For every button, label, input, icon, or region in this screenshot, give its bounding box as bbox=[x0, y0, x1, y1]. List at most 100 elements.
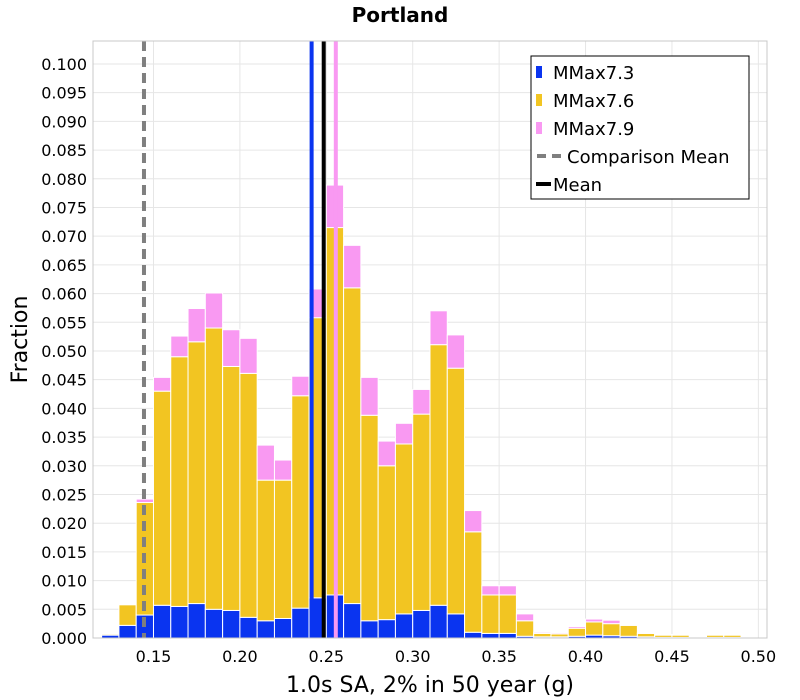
y-tick-label: 0.090 bbox=[41, 112, 87, 131]
chart-title: Portland bbox=[352, 3, 449, 27]
x-tick-label: 0.30 bbox=[395, 647, 431, 666]
x-tick-label: 0.50 bbox=[741, 647, 777, 666]
bar-mmax7-3 bbox=[256, 620, 275, 639]
bar-mmax7-9 bbox=[204, 292, 224, 329]
bar-mmax7-9 bbox=[481, 585, 500, 596]
bar-mmax7-6 bbox=[619, 624, 638, 637]
bar-mmax7-9 bbox=[636, 632, 656, 634]
bar-mmax7-9 bbox=[585, 618, 604, 623]
bar-mmax7-9 bbox=[533, 631, 552, 634]
legend: MMax7.3 MMax7.6 MMax7.9 Comparison Mean Mean bbox=[530, 55, 750, 200]
bar-mmax7-3 bbox=[170, 605, 189, 639]
bar-mmax7-6 bbox=[360, 414, 379, 622]
legend-label-mmax7-3: MMax7.3 bbox=[553, 63, 634, 84]
bar-mmax7-9 bbox=[135, 498, 154, 504]
bar-mmax7-9 bbox=[118, 603, 137, 606]
bar-mmax7-9 bbox=[602, 619, 621, 625]
bar-mmax7-9 bbox=[723, 634, 742, 636]
bar-mmax7-3 bbox=[273, 617, 293, 639]
bar-mmax7-9 bbox=[187, 308, 206, 343]
bar-mmax7-6 bbox=[446, 367, 466, 615]
bar-mmax7-3 bbox=[152, 604, 172, 639]
bar-mmax7-9 bbox=[412, 388, 431, 415]
bar-mmax7-6 bbox=[567, 627, 587, 637]
bar-mmax7-9 bbox=[464, 510, 483, 533]
bar-mmax7-9 bbox=[377, 440, 396, 467]
bar-mmax7-6 bbox=[533, 632, 552, 638]
bar-mmax7-9 bbox=[101, 632, 120, 635]
y-tick-label: 0.095 bbox=[41, 84, 87, 103]
y-tick-label: 0.045 bbox=[41, 371, 87, 390]
bar-mmax7-3 bbox=[498, 632, 517, 639]
y-tick-label: 0.040 bbox=[41, 399, 87, 418]
legend-label-mmax7-6: MMax7.6 bbox=[553, 91, 634, 112]
y-tick-label: 0.085 bbox=[41, 141, 87, 160]
y-tick-label: 0.050 bbox=[41, 342, 87, 361]
plot-border bbox=[92, 40, 768, 639]
bar-mmax7-9 bbox=[706, 634, 725, 636]
bar-mmax7-9 bbox=[170, 335, 189, 358]
bar-mmax7-9 bbox=[515, 613, 535, 622]
bar-mmax7-3 bbox=[481, 632, 500, 639]
x-tick-label: 0.15 bbox=[136, 647, 172, 666]
bar-mmax7-9 bbox=[222, 329, 241, 367]
bar-mmax7-9 bbox=[567, 626, 587, 629]
bar-mmax7-3 bbox=[222, 609, 241, 639]
bar-mmax7-6 bbox=[377, 465, 396, 621]
bar-mmax7-3 bbox=[239, 616, 258, 639]
bar-mmax7-3 bbox=[446, 613, 466, 639]
y-tick-label: 0.060 bbox=[41, 285, 87, 304]
bar-mmax7-6 bbox=[343, 287, 362, 605]
bar-mmax7-3 bbox=[429, 604, 448, 639]
legend-swatch-mmax7-3 bbox=[536, 66, 542, 78]
legend-box bbox=[530, 55, 750, 200]
bar-mmax7-3 bbox=[360, 620, 379, 639]
bar-mmax7-9 bbox=[550, 632, 569, 635]
bar-mmax7-9 bbox=[671, 634, 690, 636]
bar-mmax7-6 bbox=[585, 621, 604, 636]
bar-mmax7-6 bbox=[481, 594, 500, 634]
bar-mmax7-6 bbox=[498, 594, 517, 634]
bar-mmax7-6 bbox=[256, 479, 275, 622]
y-tick-label: 0.075 bbox=[41, 198, 87, 217]
legend-label-mmax7-9: MMax7.9 bbox=[553, 119, 634, 140]
bar-mmax7-6 bbox=[273, 479, 293, 619]
y-tick-labels: 0.000 0.005 0.010 0.015 0.020 0.025 0.030 0.035… bbox=[41, 55, 87, 648]
y-tick-label: 0.080 bbox=[41, 170, 87, 189]
bar-mmax7-9 bbox=[273, 459, 293, 481]
bar-mmax7-6 bbox=[152, 390, 172, 606]
bar-mmax7-3 bbox=[394, 613, 414, 639]
x-tick-label: 0.40 bbox=[568, 647, 604, 666]
bar-mmax7-6 bbox=[118, 604, 137, 626]
bar-mmax7-9 bbox=[429, 310, 448, 346]
bar-mmax7-9 bbox=[239, 337, 258, 374]
bar-mmax7-9 bbox=[394, 422, 414, 445]
bar-mmax7-9 bbox=[291, 375, 310, 397]
bar-mmax7-9 bbox=[654, 634, 673, 636]
bar-mmax7-6 bbox=[636, 632, 656, 638]
x-tick-label: 0.25 bbox=[308, 647, 344, 666]
bar-mmax7-6 bbox=[394, 443, 414, 615]
bar-mmax7-9 bbox=[619, 624, 638, 626]
bar-mmax7-6 bbox=[291, 395, 310, 609]
bar-mmax7-9 bbox=[152, 376, 172, 392]
y-tick-label: 0.000 bbox=[41, 629, 87, 648]
y-tick-label: 0.030 bbox=[41, 457, 87, 476]
bar-mmax7-3 bbox=[377, 619, 396, 639]
x-tick-labels: 0.15 0.20 0.25 0.30 0.35 0.40 0.45 0.50 bbox=[136, 647, 776, 666]
y-tick-label: 0.055 bbox=[41, 313, 87, 332]
y-tick-label: 0.005 bbox=[41, 600, 87, 619]
y-tick-label: 0.065 bbox=[41, 256, 87, 275]
bar-mmax7-3 bbox=[187, 603, 206, 639]
bar-mmax7-6 bbox=[515, 620, 535, 637]
y-tick-label: 0.020 bbox=[41, 514, 87, 533]
bar-mmax7-6 bbox=[222, 365, 241, 611]
bar-mmax7-9 bbox=[343, 244, 362, 289]
bar-mmax7-6 bbox=[412, 413, 431, 611]
bar-mmax7-9 bbox=[256, 444, 275, 481]
bar-mmax7-6 bbox=[187, 341, 206, 605]
y-tick-label: 0.010 bbox=[41, 572, 87, 591]
legend-swatch-mmax7-9 bbox=[536, 122, 542, 134]
